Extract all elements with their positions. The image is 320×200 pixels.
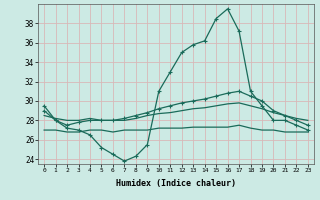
X-axis label: Humidex (Indice chaleur): Humidex (Indice chaleur) — [116, 179, 236, 188]
